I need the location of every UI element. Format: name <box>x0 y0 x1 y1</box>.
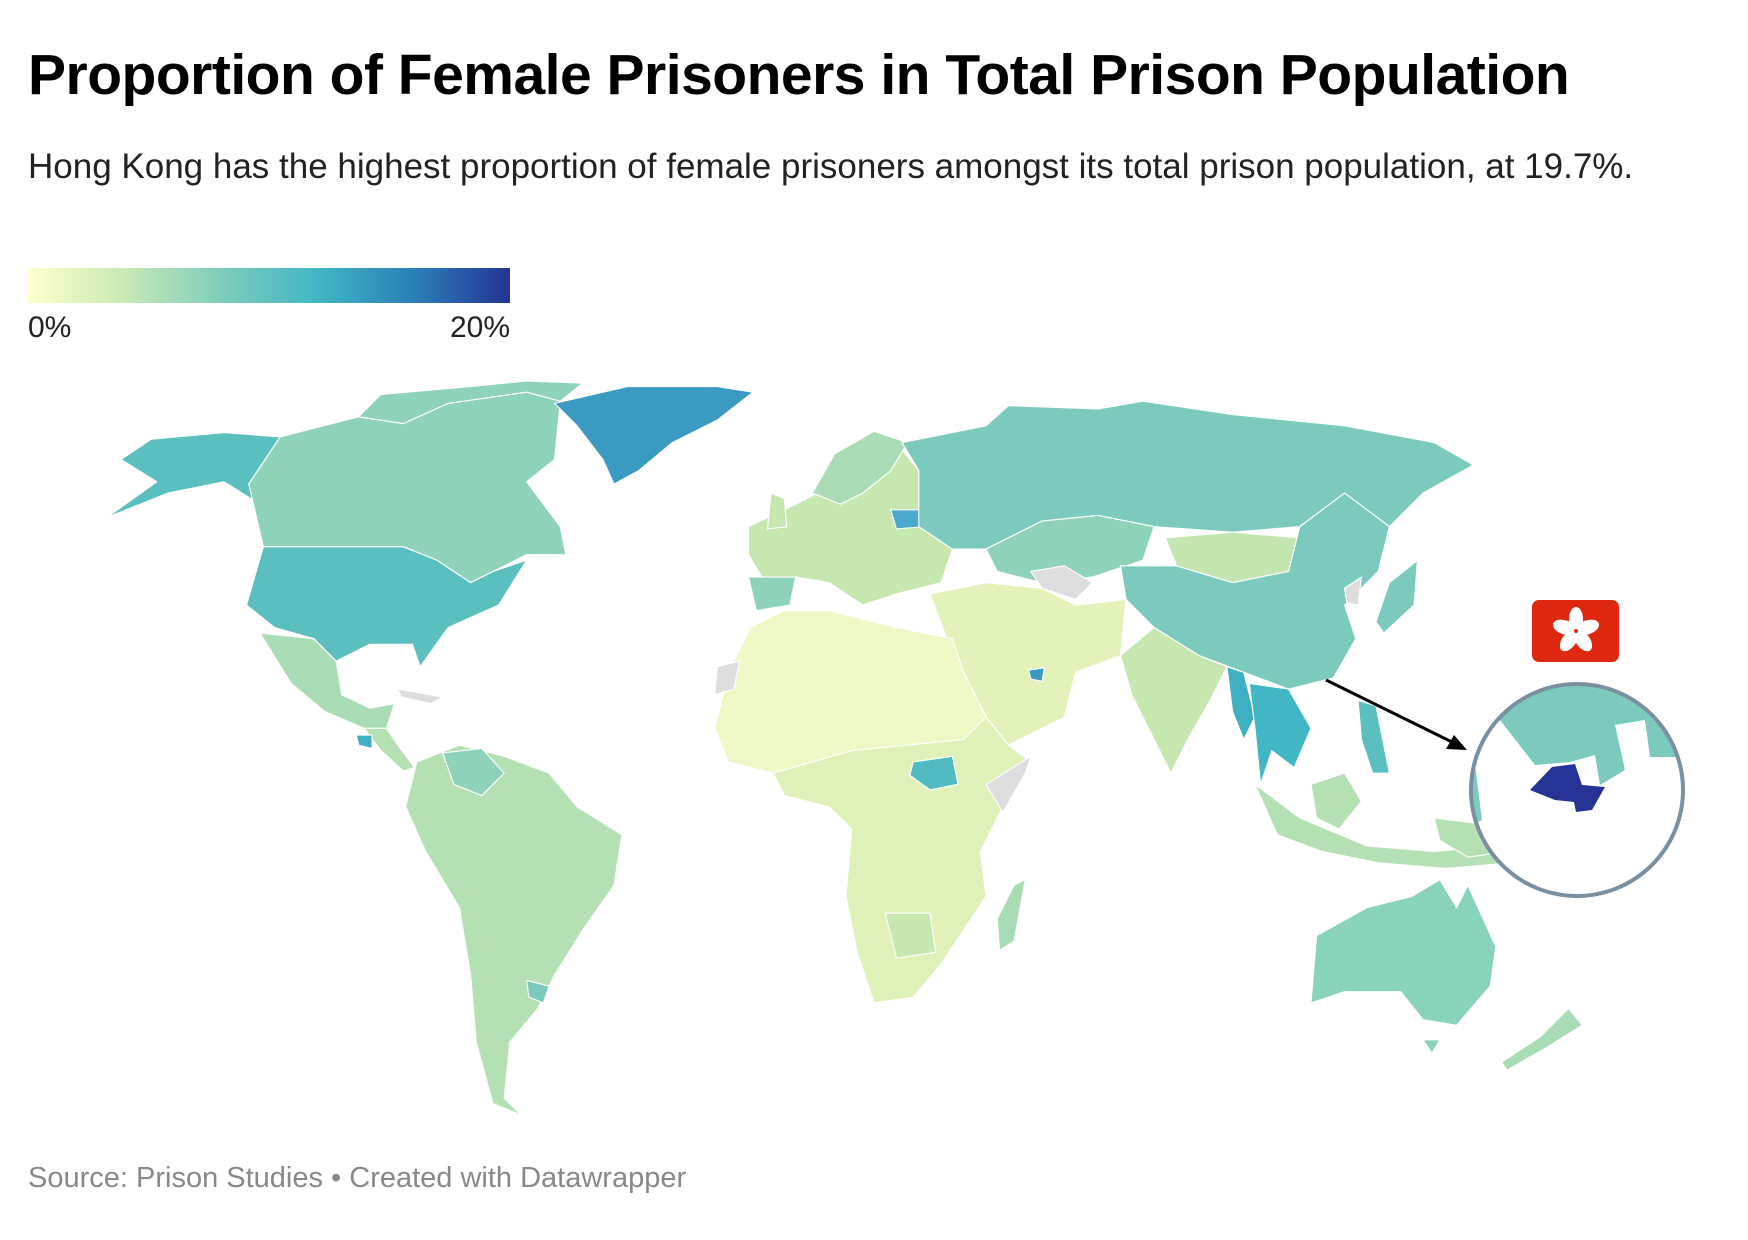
region-southern-africa[interactable] <box>884 912 937 959</box>
region-iberia[interactable] <box>747 576 797 612</box>
legend-min-label: 0% <box>28 311 72 344</box>
region-mexico[interactable] <box>259 632 395 729</box>
region-philippines[interactable] <box>1357 699 1390 774</box>
region-horn-nodata[interactable] <box>985 755 1032 813</box>
callout-arrow <box>1325 678 1467 750</box>
chart-subtitle: Hong Kong has the highest proportion of … <box>28 147 1634 186</box>
region-western-sahara-nodata[interactable] <box>714 660 741 696</box>
region-australia[interactable] <box>1310 879 1497 1026</box>
region-myanmar[interactable] <box>1226 666 1256 741</box>
region-caspian-nodata[interactable] <box>1030 565 1094 601</box>
region-cuba[interactable] <box>397 688 444 705</box>
region-uae[interactable] <box>1028 667 1045 682</box>
region-new-zealand[interactable] <box>1500 1007 1583 1071</box>
legend-gradient-bar <box>28 268 510 303</box>
region-thailand-indochina[interactable] <box>1248 682 1312 785</box>
region-canada-islands[interactable] <box>357 380 584 425</box>
region-borneo[interactable] <box>1310 772 1362 830</box>
region-north-africa[interactable] <box>714 610 987 774</box>
region-kazakhstan[interactable] <box>985 514 1155 584</box>
region-central-america[interactable] <box>363 727 416 772</box>
region-south-sudan[interactable] <box>909 755 959 791</box>
region-uruguay[interactable] <box>526 979 550 1004</box>
hong-kong-flag-icon <box>1532 600 1619 662</box>
region-india[interactable] <box>1119 626 1228 774</box>
region-south-america[interactable] <box>405 744 623 1116</box>
region-greenland[interactable] <box>554 386 754 485</box>
inset-west-coast <box>1471 760 1482 830</box>
legend-max-label: 20% <box>449 311 510 344</box>
region-united-states[interactable] <box>245 546 528 668</box>
region-japan[interactable] <box>1375 559 1418 634</box>
inset-hong-kong <box>1530 764 1605 812</box>
region-korea[interactable] <box>1344 576 1362 606</box>
region-uk[interactable] <box>766 492 788 530</box>
region-venezuela[interactable] <box>442 747 505 797</box>
chart-title: Proportion of Female Prisoners in Total … <box>28 43 1570 107</box>
region-africa[interactable] <box>772 716 1032 1004</box>
source-footer: Source: Prison Studies • Created with Da… <box>28 1162 687 1194</box>
color-legend: 0% 20% <box>28 268 510 345</box>
region-tasmania[interactable] <box>1422 1039 1441 1054</box>
region-el-salvador[interactable] <box>355 734 373 750</box>
region-scandinavia[interactable] <box>811 430 909 505</box>
region-madagascar[interactable] <box>996 879 1026 951</box>
